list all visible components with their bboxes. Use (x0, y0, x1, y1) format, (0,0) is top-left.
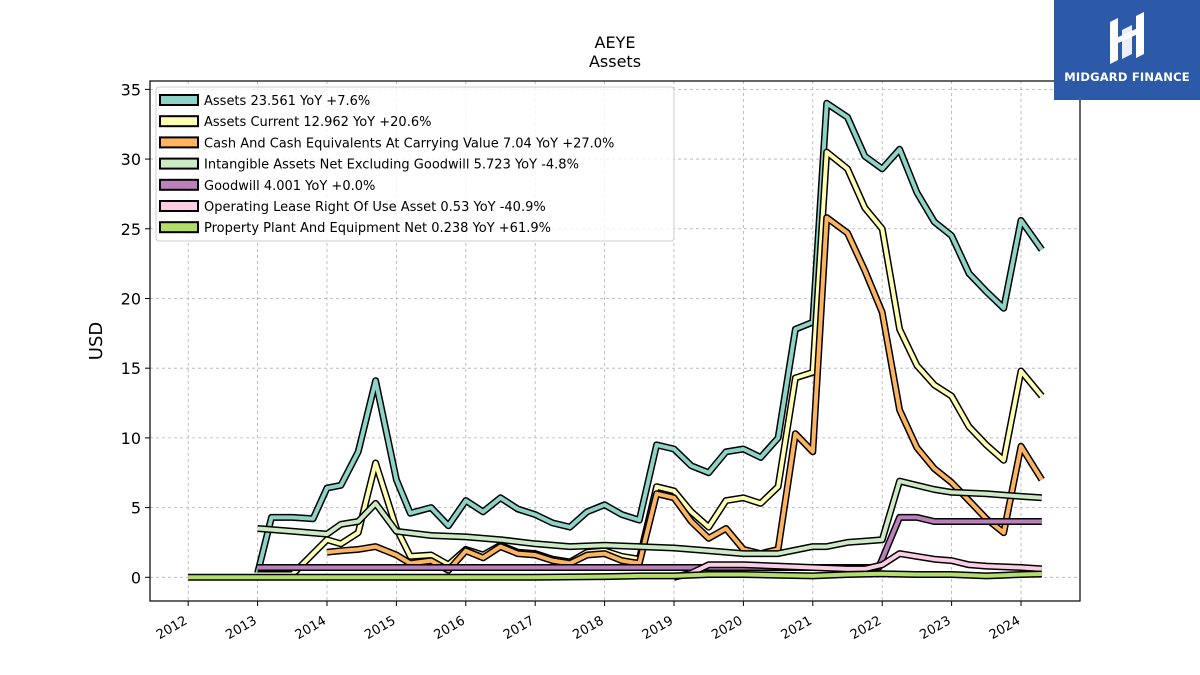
y-tick-label: 15 (121, 359, 141, 378)
legend-swatch (159, 94, 199, 106)
y-tick-label: 30 (121, 150, 141, 169)
x-tick-label: 2017 (501, 613, 537, 643)
legend-swatch (159, 115, 199, 128)
plot-frame (149, 80, 1081, 602)
legend-entry: Assets Current 12.962 YoY +20.6% (159, 115, 431, 130)
series-line (255, 101, 1044, 574)
x-tick-label: 2023 (917, 613, 953, 643)
y-tick-label: 0 (131, 568, 141, 587)
series-line (257, 150, 1044, 577)
legend-swatch (159, 178, 199, 191)
legend-entry: Goodwill 4.001 YoY +0.0% (159, 178, 375, 194)
series-cash-and-cash-equivalents-at-carrying-value (326, 214, 1045, 574)
midgard-logo-icon (1110, 12, 1144, 64)
legend-entry: Operating Lease Right Of Use Asset 0.53 … (159, 200, 546, 215)
legend-label: Goodwill 4.001 YoY +0.0% (204, 179, 375, 194)
chart-title: AEYE (595, 33, 636, 52)
legend-label: Assets 23.561 YoY +7.6% (204, 94, 370, 109)
series-outline (326, 214, 1045, 574)
x-tick-label: 2022 (848, 613, 884, 643)
legend-entry: Cash And Cash Equivalents At Carrying Va… (159, 136, 614, 151)
x-tick-label: 2014 (293, 613, 329, 643)
legend-label: Operating Lease Right Of Use Asset 0.53 … (204, 200, 546, 215)
x-tick-label: 2013 (223, 613, 259, 643)
series-lines (188, 99, 1045, 581)
y-tick-label: 25 (121, 220, 141, 239)
x-tick-label: 2020 (709, 613, 745, 643)
legend-swatch (159, 157, 199, 170)
legend-label: Intangible Assets Net Excluding Goodwill… (204, 158, 579, 173)
legend-swatch (159, 200, 199, 212)
chart-subtitle: Assets (589, 52, 641, 71)
x-tick-label: 2015 (362, 613, 398, 643)
series-property-plant-and-equipment-net (188, 570, 1042, 581)
y-tick-label: 35 (121, 80, 141, 99)
legend-swatch (159, 136, 199, 149)
legend-entry: Assets 23.561 YoY +7.6% (159, 94, 370, 109)
y-tick-label: 20 (121, 289, 141, 308)
legend-box (155, 86, 675, 242)
series-line (188, 571, 1042, 580)
series-line (673, 551, 1042, 580)
legend-entry: Property Plant And Equipment Net 0.238 Y… (159, 221, 551, 236)
y-tick-label: 10 (121, 429, 141, 448)
series-assets (254, 99, 1045, 574)
x-tick-label: 2012 (154, 613, 190, 643)
legend-entry: Intangible Assets Net Excluding Goodwill… (159, 157, 579, 173)
x-tick-label: 2016 (432, 613, 468, 643)
y-tick-label: 5 (131, 499, 141, 518)
midgard-finance-logo: MIDGARD FINANCE (1054, 0, 1200, 100)
series-assets-current (257, 148, 1045, 578)
legend-label: Cash And Cash Equivalents At Carrying Va… (204, 136, 614, 151)
series-operating-lease-right-of-use-asset (673, 550, 1043, 581)
legend-label: Assets Current 12.962 YoY +20.6% (204, 115, 431, 130)
x-tick-label: 2021 (779, 613, 815, 643)
y-axis-label: USD (86, 322, 107, 360)
x-tick-label: 2018 (570, 613, 606, 643)
legend-label: Property Plant And Equipment Net 0.238 Y… (204, 221, 551, 236)
x-tick-label: 2024 (987, 613, 1023, 643)
legend: Assets 23.561 YoY +7.6% Assets Current 12… (155, 86, 675, 242)
legend-swatch (159, 221, 199, 234)
brand-name: MIDGARD FINANCE (1064, 70, 1190, 84)
series-line (257, 479, 1042, 556)
x-tick-label: 2019 (640, 613, 676, 643)
series-intangible-assets-net-excluding-goodwill (257, 477, 1043, 558)
